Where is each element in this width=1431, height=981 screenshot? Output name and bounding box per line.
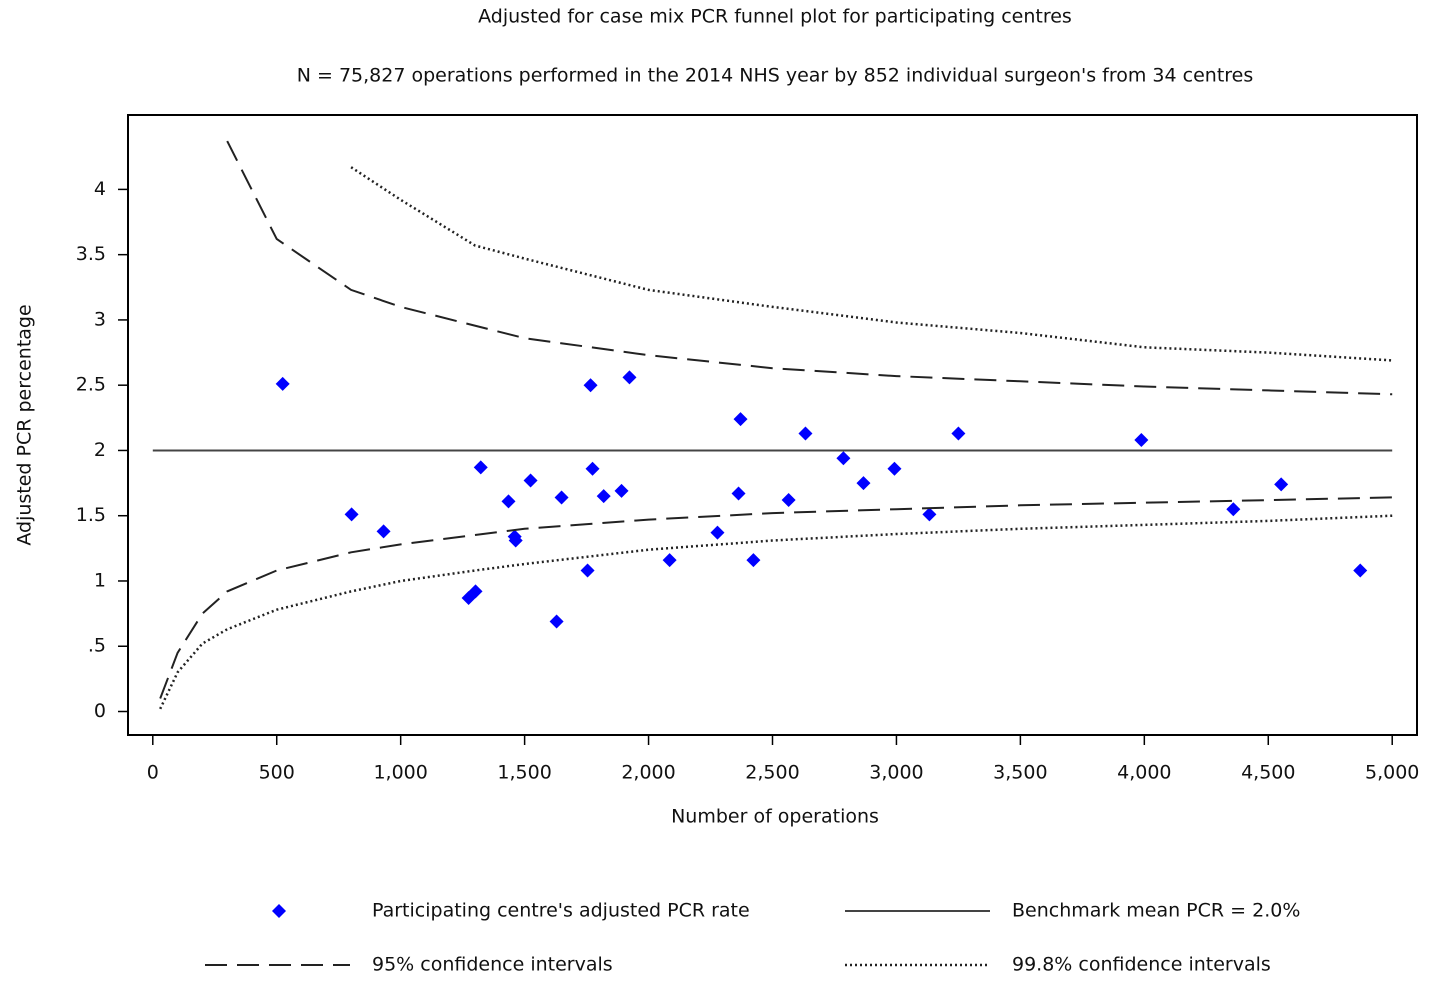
data-point: [501, 494, 516, 509]
y-tick-label: 2: [94, 439, 106, 461]
data-point: [473, 460, 488, 475]
data-point: [731, 486, 746, 501]
data-point: [1274, 477, 1289, 492]
x-tick-label: 1,500: [497, 762, 551, 784]
legend-label: 95% confidence intervals: [372, 954, 613, 976]
data-point: [951, 426, 966, 441]
data-point: [836, 451, 851, 466]
x-tick-label: 4,500: [1241, 762, 1295, 784]
x-axis-label: Number of operations: [671, 806, 879, 828]
legend-label: Participating centre's adjusted PCR rate: [372, 900, 750, 922]
data-point: [585, 461, 600, 476]
y-tick-label: 2.5: [76, 374, 106, 396]
x-tick-label: 3,500: [993, 762, 1047, 784]
y-tick-label: 1.5: [76, 504, 106, 526]
legend-label: Benchmark mean PCR = 2.0%: [1012, 900, 1300, 922]
data-point: [376, 524, 391, 539]
y-tick-label: 3: [94, 308, 106, 330]
legend-label: 99.8% confidence intervals: [1012, 954, 1271, 976]
data-point: [733, 412, 748, 427]
data-point: [710, 525, 725, 540]
data-point: [1134, 433, 1149, 448]
data-point: [887, 461, 902, 476]
ci-lower-line: [159, 514, 1393, 710]
x-tick-label: 3,000: [869, 762, 923, 784]
y-tick-label: 1: [94, 569, 106, 591]
x-tick-label: 1,000: [373, 762, 427, 784]
data-point: [554, 490, 569, 505]
data-point: [614, 483, 629, 498]
data-point: [580, 563, 595, 578]
data-point: [583, 378, 598, 393]
data-point: [508, 533, 523, 548]
data-point: [596, 489, 611, 504]
y-tick-label: .5: [88, 635, 106, 657]
y-axis-label: Adjusted PCR percentage: [14, 304, 36, 545]
data-point: [1353, 563, 1368, 578]
data-point: [468, 584, 483, 599]
x-tick-label: 2,500: [745, 762, 799, 784]
data-point: [344, 507, 359, 522]
data-point: [798, 426, 813, 441]
chart-title: Adjusted for case mix PCR funnel plot fo…: [478, 6, 1072, 28]
data-point: [922, 507, 937, 522]
y-tick-label: 3.5: [76, 243, 106, 265]
data-point: [523, 473, 538, 488]
data-point: [662, 553, 677, 568]
ci-lower-line: [159, 496, 1393, 699]
y-tick-label: 0: [94, 700, 106, 722]
data-point: [1226, 502, 1241, 517]
data-point: [746, 553, 761, 568]
chart-subtitle: N = 75,827 operations performed in the 2…: [297, 65, 1254, 87]
legend-symbol: [272, 904, 286, 918]
x-tick-label: 500: [259, 762, 295, 784]
data-point: [275, 376, 290, 391]
x-tick-label: 0: [147, 762, 159, 784]
data-point: [781, 493, 796, 508]
y-tick-label: 4: [94, 178, 106, 200]
data-point: [549, 614, 564, 629]
x-tick-label: 4,000: [1117, 762, 1171, 784]
x-tick-label: 5,000: [1365, 762, 1419, 784]
x-tick-label: 2,000: [621, 762, 675, 784]
ci-upper-line: [350, 166, 1393, 362]
data-point: [856, 476, 871, 491]
data-point: [622, 370, 637, 385]
